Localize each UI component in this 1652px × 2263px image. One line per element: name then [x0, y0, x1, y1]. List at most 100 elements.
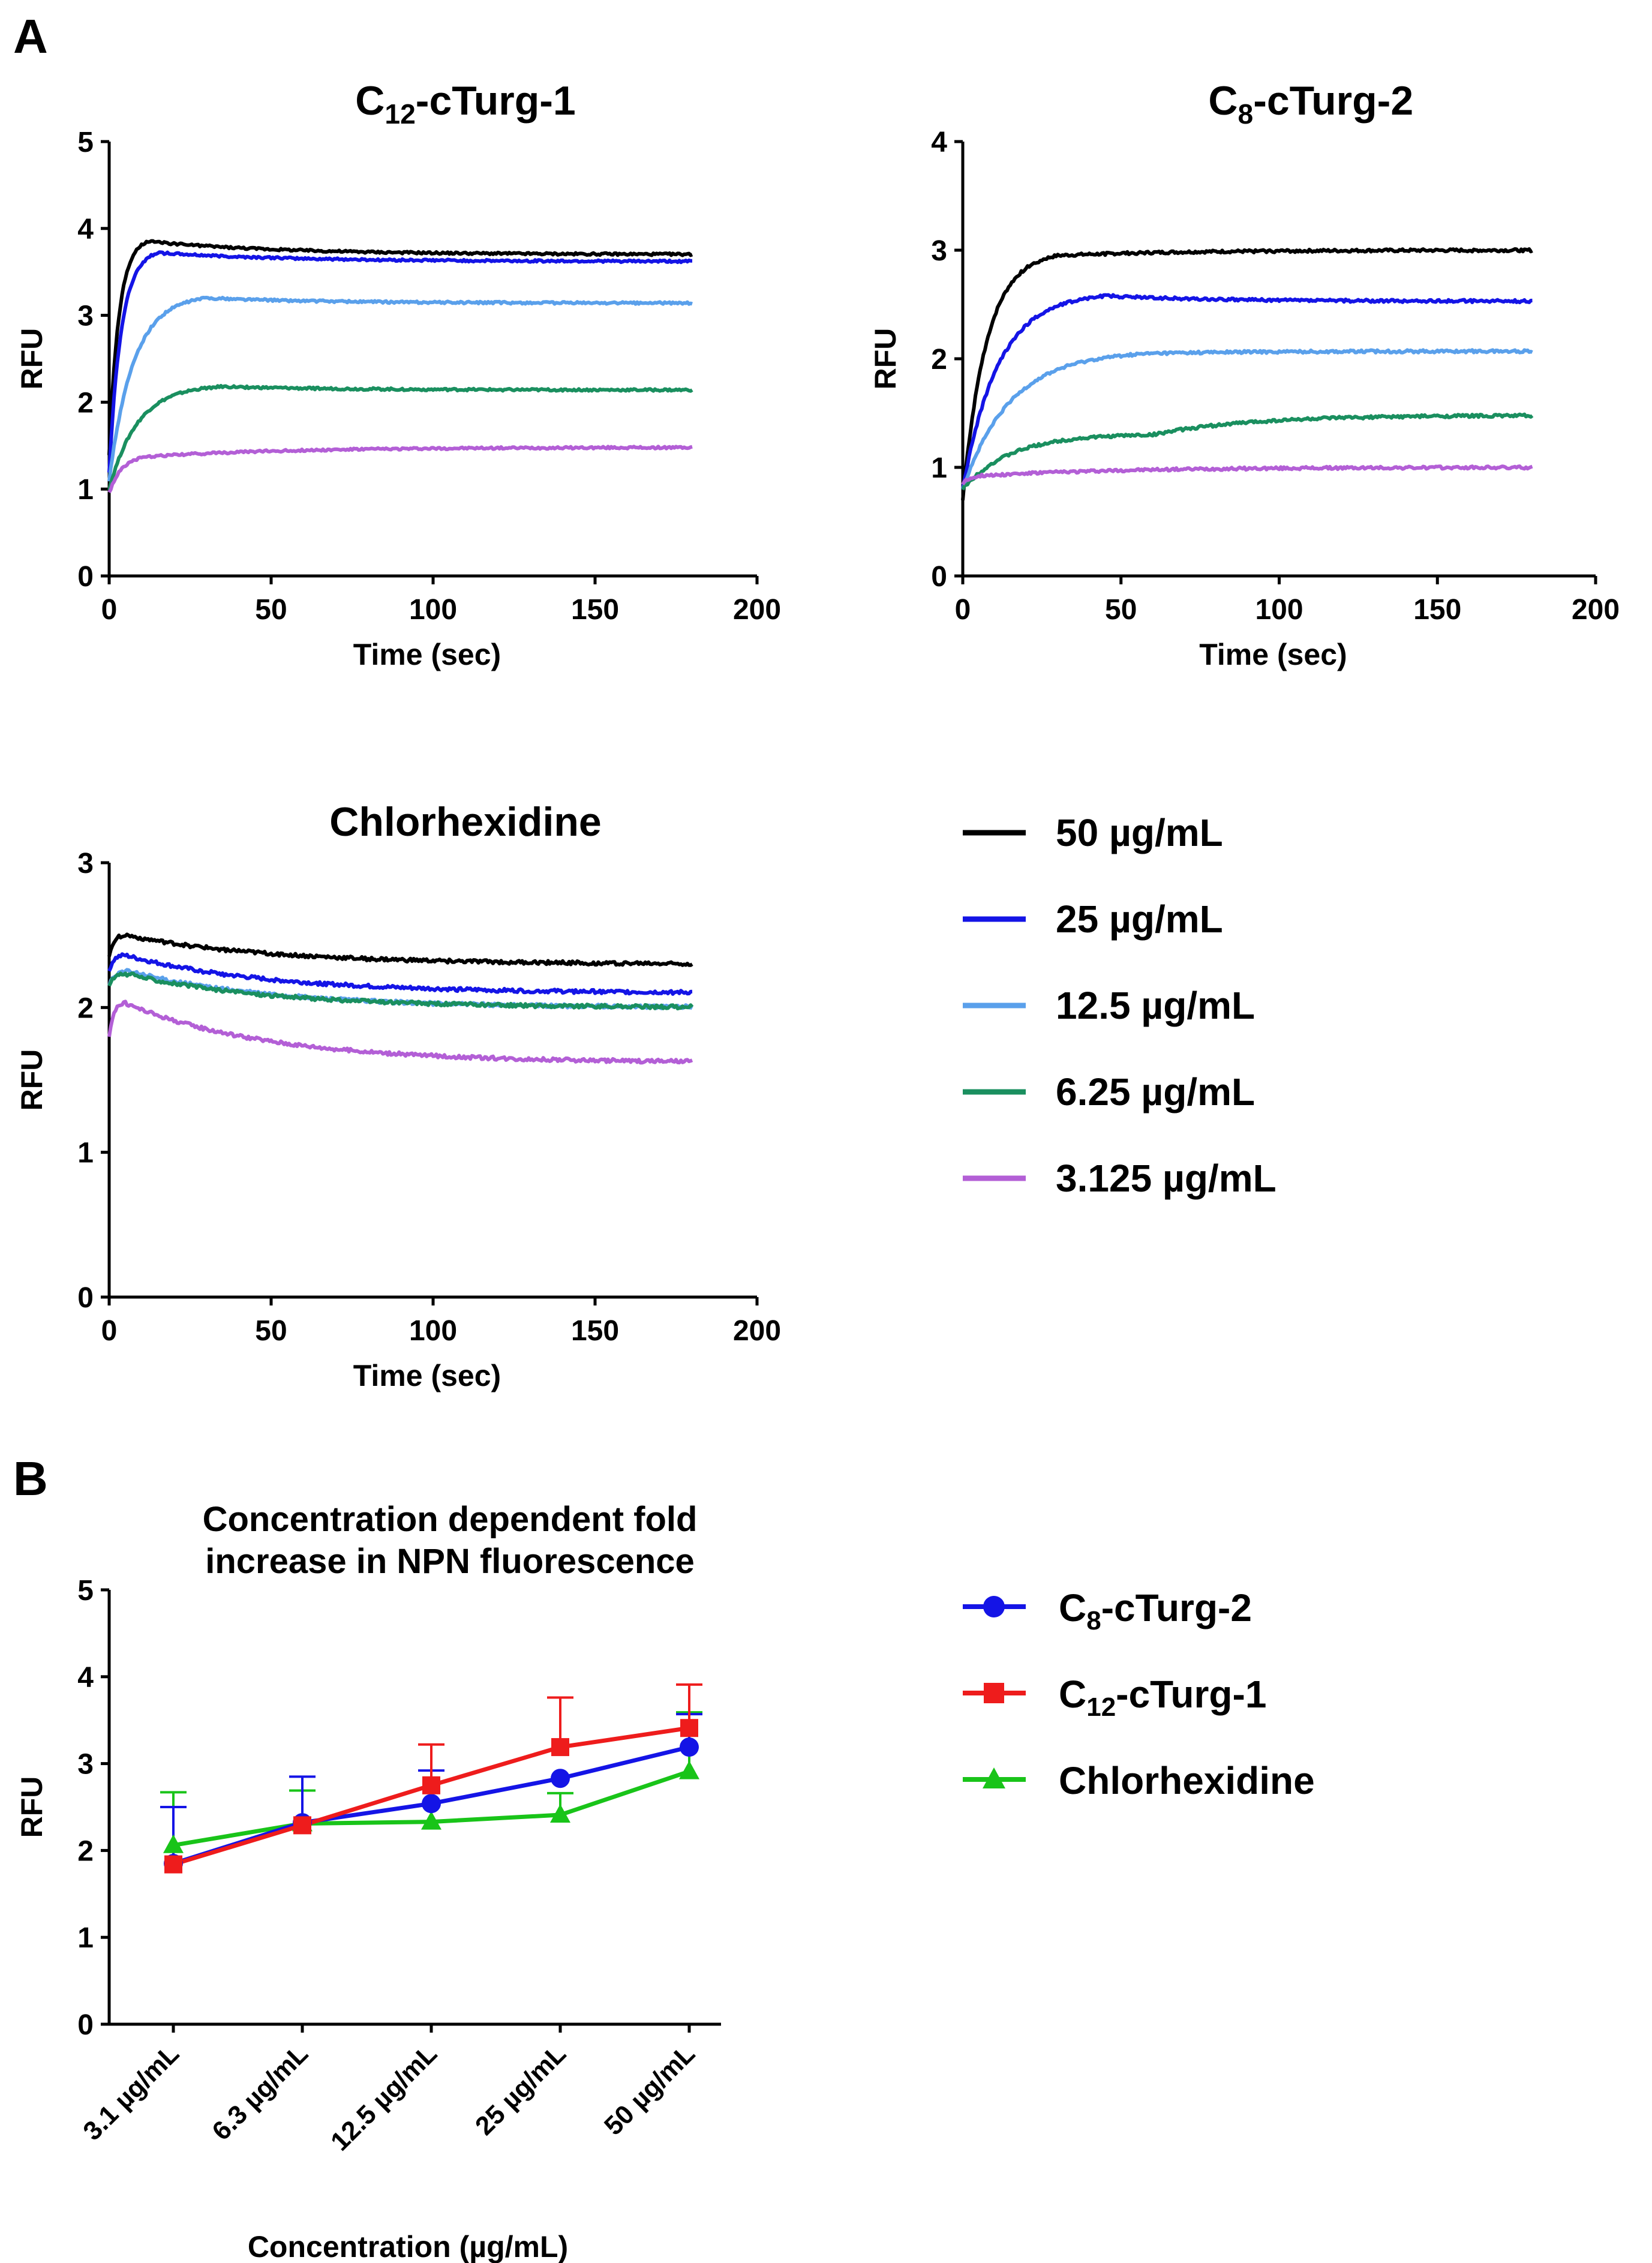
y-tick-label: 2: [77, 387, 94, 419]
y-tick-label: 5: [77, 127, 94, 158]
series-line-1: [961, 293, 1533, 490]
y-tick-label: 2: [77, 1835, 94, 1867]
panel-label-b: B: [13, 1452, 48, 1505]
x-tick-label: 50: [255, 1315, 287, 1347]
legend-label-4: 3.125 µg/mL: [1056, 1157, 1276, 1200]
chart-title-line-1: increase in NPN fluorescence: [205, 1542, 695, 1581]
y-axis-title: RFU: [15, 1049, 49, 1111]
data-point: [551, 1738, 569, 1757]
y-axis-title: RFU: [15, 328, 49, 390]
legend-label-prefix: C: [1059, 1586, 1086, 1629]
series-line-3: [107, 971, 694, 1011]
series-line-0: [961, 247, 1533, 501]
series-line-2: [961, 348, 1533, 491]
y-tick-label: 0: [77, 561, 94, 593]
y-tick-label: 3: [77, 301, 94, 332]
panel-label-a: A: [13, 10, 48, 63]
y-tick-label: 1: [77, 1137, 94, 1169]
chart-title-sub: 8: [1238, 98, 1253, 130]
legend-label-prefix: Chlorhexidine: [1059, 1759, 1315, 1802]
chart-title-sub: 12: [385, 98, 415, 130]
series-line-4: [961, 464, 1533, 485]
x-tick-label: 150: [571, 594, 619, 626]
y-axis-title: RFU: [15, 1776, 49, 1838]
y-tick-label: 5: [77, 1575, 94, 1607]
legend-label-suffix: -cTurg-2: [1101, 1586, 1252, 1629]
chart-chlorhexidine: 0 1 2 3 0 50 100 150 200 Time (sec) RFU Chlorhexidi…: [15, 799, 781, 1392]
legend-label-1: C12-cTurg-1: [1059, 1673, 1266, 1722]
data-point: [422, 1776, 440, 1794]
x-tick-label: 100: [409, 594, 457, 626]
legend-label-1: 25 µg/mL: [1056, 898, 1223, 941]
y-tick-label: 4: [77, 1662, 94, 1694]
y-axis-title: RFU: [869, 328, 902, 390]
legend-label-prefix: C: [1059, 1673, 1086, 1716]
x-tick-label: 0: [101, 594, 118, 626]
series-line-0: [107, 932, 693, 967]
x-tick-label: 0: [101, 1315, 118, 1347]
x-axis-title: Concentration (µg/mL): [248, 2230, 568, 2263]
x-tick-label: 150: [1413, 594, 1461, 626]
legend-label-sub: 8: [1086, 1606, 1101, 1635]
y-tick-label: 1: [77, 474, 94, 506]
y-tick-label: 0: [77, 1282, 94, 1314]
y-tick-label: 3: [77, 1749, 94, 1781]
x-tick-label: 50: [255, 594, 287, 626]
legend-label-3: 6.25 µg/mL: [1056, 1070, 1255, 1114]
data-point: [422, 1794, 441, 1814]
series-line-1: [107, 952, 693, 996]
x-axis-title: Time (sec): [353, 638, 501, 671]
chart-title: C8-cTurg-2: [1208, 78, 1413, 130]
legend-concentrations: 50 µg/mL 25 µg/mL 12.5 µg/mL 6.25 µg/mL 3.12…: [963, 811, 1276, 1200]
y-tick-label: 2: [931, 344, 947, 376]
y-tick-label: 3: [931, 235, 947, 267]
data-point: [550, 1804, 570, 1823]
y-tick-label: 0: [931, 561, 947, 593]
legend-marker-2: [983, 1767, 1005, 1788]
series-line-0: [107, 239, 693, 455]
y-tick-label: 4: [931, 127, 947, 158]
series-line-3: [961, 412, 1534, 491]
x-axis-title: Time (sec): [353, 1359, 501, 1392]
x-tick-label: 200: [733, 1315, 781, 1347]
series-line-2: [107, 296, 693, 482]
x-tick-label: 200: [1572, 594, 1620, 626]
data-point: [679, 1760, 699, 1779]
series-line-3: [107, 383, 693, 491]
y-tick-label: 2: [77, 992, 94, 1024]
x-tick-label: 100: [1255, 594, 1303, 626]
data-point: [163, 1834, 184, 1853]
y-tick-label: 3: [77, 848, 94, 880]
chart-title-prefix: C: [355, 78, 385, 124]
legend-label-2: Chlorhexidine: [1059, 1759, 1315, 1802]
chart-title-suffix: -cTurg-1: [416, 78, 576, 124]
chart-title: C12-cTurg-1: [355, 78, 576, 130]
data-point: [293, 1816, 311, 1835]
data-point: [680, 1719, 698, 1737]
x-tick-label: 50: [1105, 594, 1137, 626]
x-axis-title: Time (sec): [1199, 638, 1347, 671]
x-tick-label: 200: [733, 594, 781, 626]
data-point: [164, 1855, 182, 1874]
y-tick-label: 0: [77, 2009, 94, 2041]
y-tick-label: 1: [931, 452, 947, 484]
legend-label-suffix: -cTurg-1: [1116, 1673, 1266, 1716]
x-tick-label: 0: [955, 594, 971, 626]
data-point: [680, 1737, 699, 1757]
legend-label-0: C8-cTurg-2: [1059, 1586, 1252, 1635]
chart-title-suffix: -cTurg-2: [1253, 78, 1413, 124]
x-tick-label: 100: [409, 1315, 457, 1347]
chart-title-prefix: Chlorhexidine: [329, 799, 601, 845]
chart-c8-cturg-2: 0 1 2 3 4 0 50 100 150 200 Time (sec) RFU C8-cTurg-2: [869, 78, 1620, 671]
chart-title: Chlorhexidine: [329, 799, 601, 845]
legend-label-0: 50 µg/mL: [1056, 811, 1223, 854]
chart-title-prefix: C: [1208, 78, 1238, 124]
y-tick-label: 1: [77, 1922, 94, 1954]
data-point: [551, 1769, 570, 1788]
chart-title-line-0: Concentration dependent fold: [203, 1500, 698, 1539]
data-point: [421, 1811, 441, 1830]
